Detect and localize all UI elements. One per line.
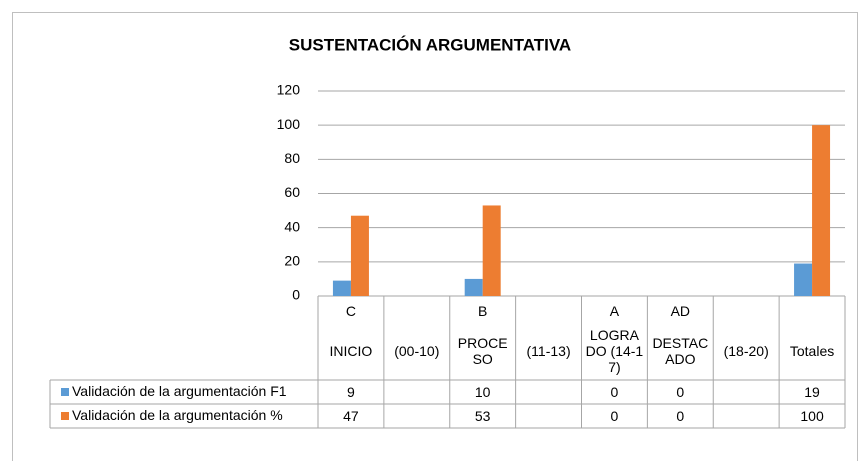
bar: [794, 263, 813, 296]
chart-title: SUSTENTACIÓN ARGUMENTATIVA: [289, 35, 571, 54]
bar: [812, 125, 831, 297]
table-cell: 0: [676, 384, 685, 400]
x-tick-label: PROCESO: [457, 335, 508, 367]
y-tick-label: 0: [292, 287, 300, 303]
table-cell: 0: [676, 408, 685, 424]
y-tick-label: 100: [277, 116, 301, 132]
bar: [464, 278, 483, 296]
table-cell: 10: [474, 384, 491, 400]
legend-key: [61, 412, 69, 420]
y-tick-label: 40: [284, 218, 300, 234]
x-tick-label: (11-13): [526, 343, 571, 359]
bar: [350, 215, 369, 296]
legend-label: Validación de la argumentación F1: [72, 383, 287, 399]
x-tick-group-label: B: [478, 303, 488, 319]
x-tick-label: (00-10): [394, 343, 440, 359]
table-cell: 0: [610, 384, 619, 400]
table-cell: 100: [800, 408, 824, 424]
legend-key: [61, 388, 69, 396]
x-tick-group-label: A: [609, 303, 620, 319]
x-tick-label: LOGRADO (14-17): [585, 327, 644, 375]
x-tick-group-label: C: [345, 303, 356, 319]
chart-border: [12, 12, 858, 461]
y-tick-label: 80: [284, 150, 300, 166]
x-tick-label: DESTACADO: [652, 335, 709, 367]
x-tick-label: (18-20): [723, 343, 769, 359]
table-cell: 19: [804, 384, 820, 400]
table-cell: 9: [347, 384, 355, 400]
bar: [332, 280, 351, 296]
table-cell: 53: [474, 408, 491, 424]
x-tick-label: INICIO: [329, 343, 373, 359]
x-tick-label: Totales: [789, 343, 835, 359]
table-cell: 0: [610, 408, 619, 424]
bar: [482, 205, 501, 296]
y-tick-label: 60: [284, 184, 300, 200]
y-tick-label: 120: [277, 82, 301, 98]
legend-label: Validación de la argumentación %: [72, 407, 283, 423]
table-cell: 47: [343, 408, 359, 424]
x-tick-group-label: AD: [670, 303, 691, 319]
y-tick-label: 20: [284, 253, 300, 269]
